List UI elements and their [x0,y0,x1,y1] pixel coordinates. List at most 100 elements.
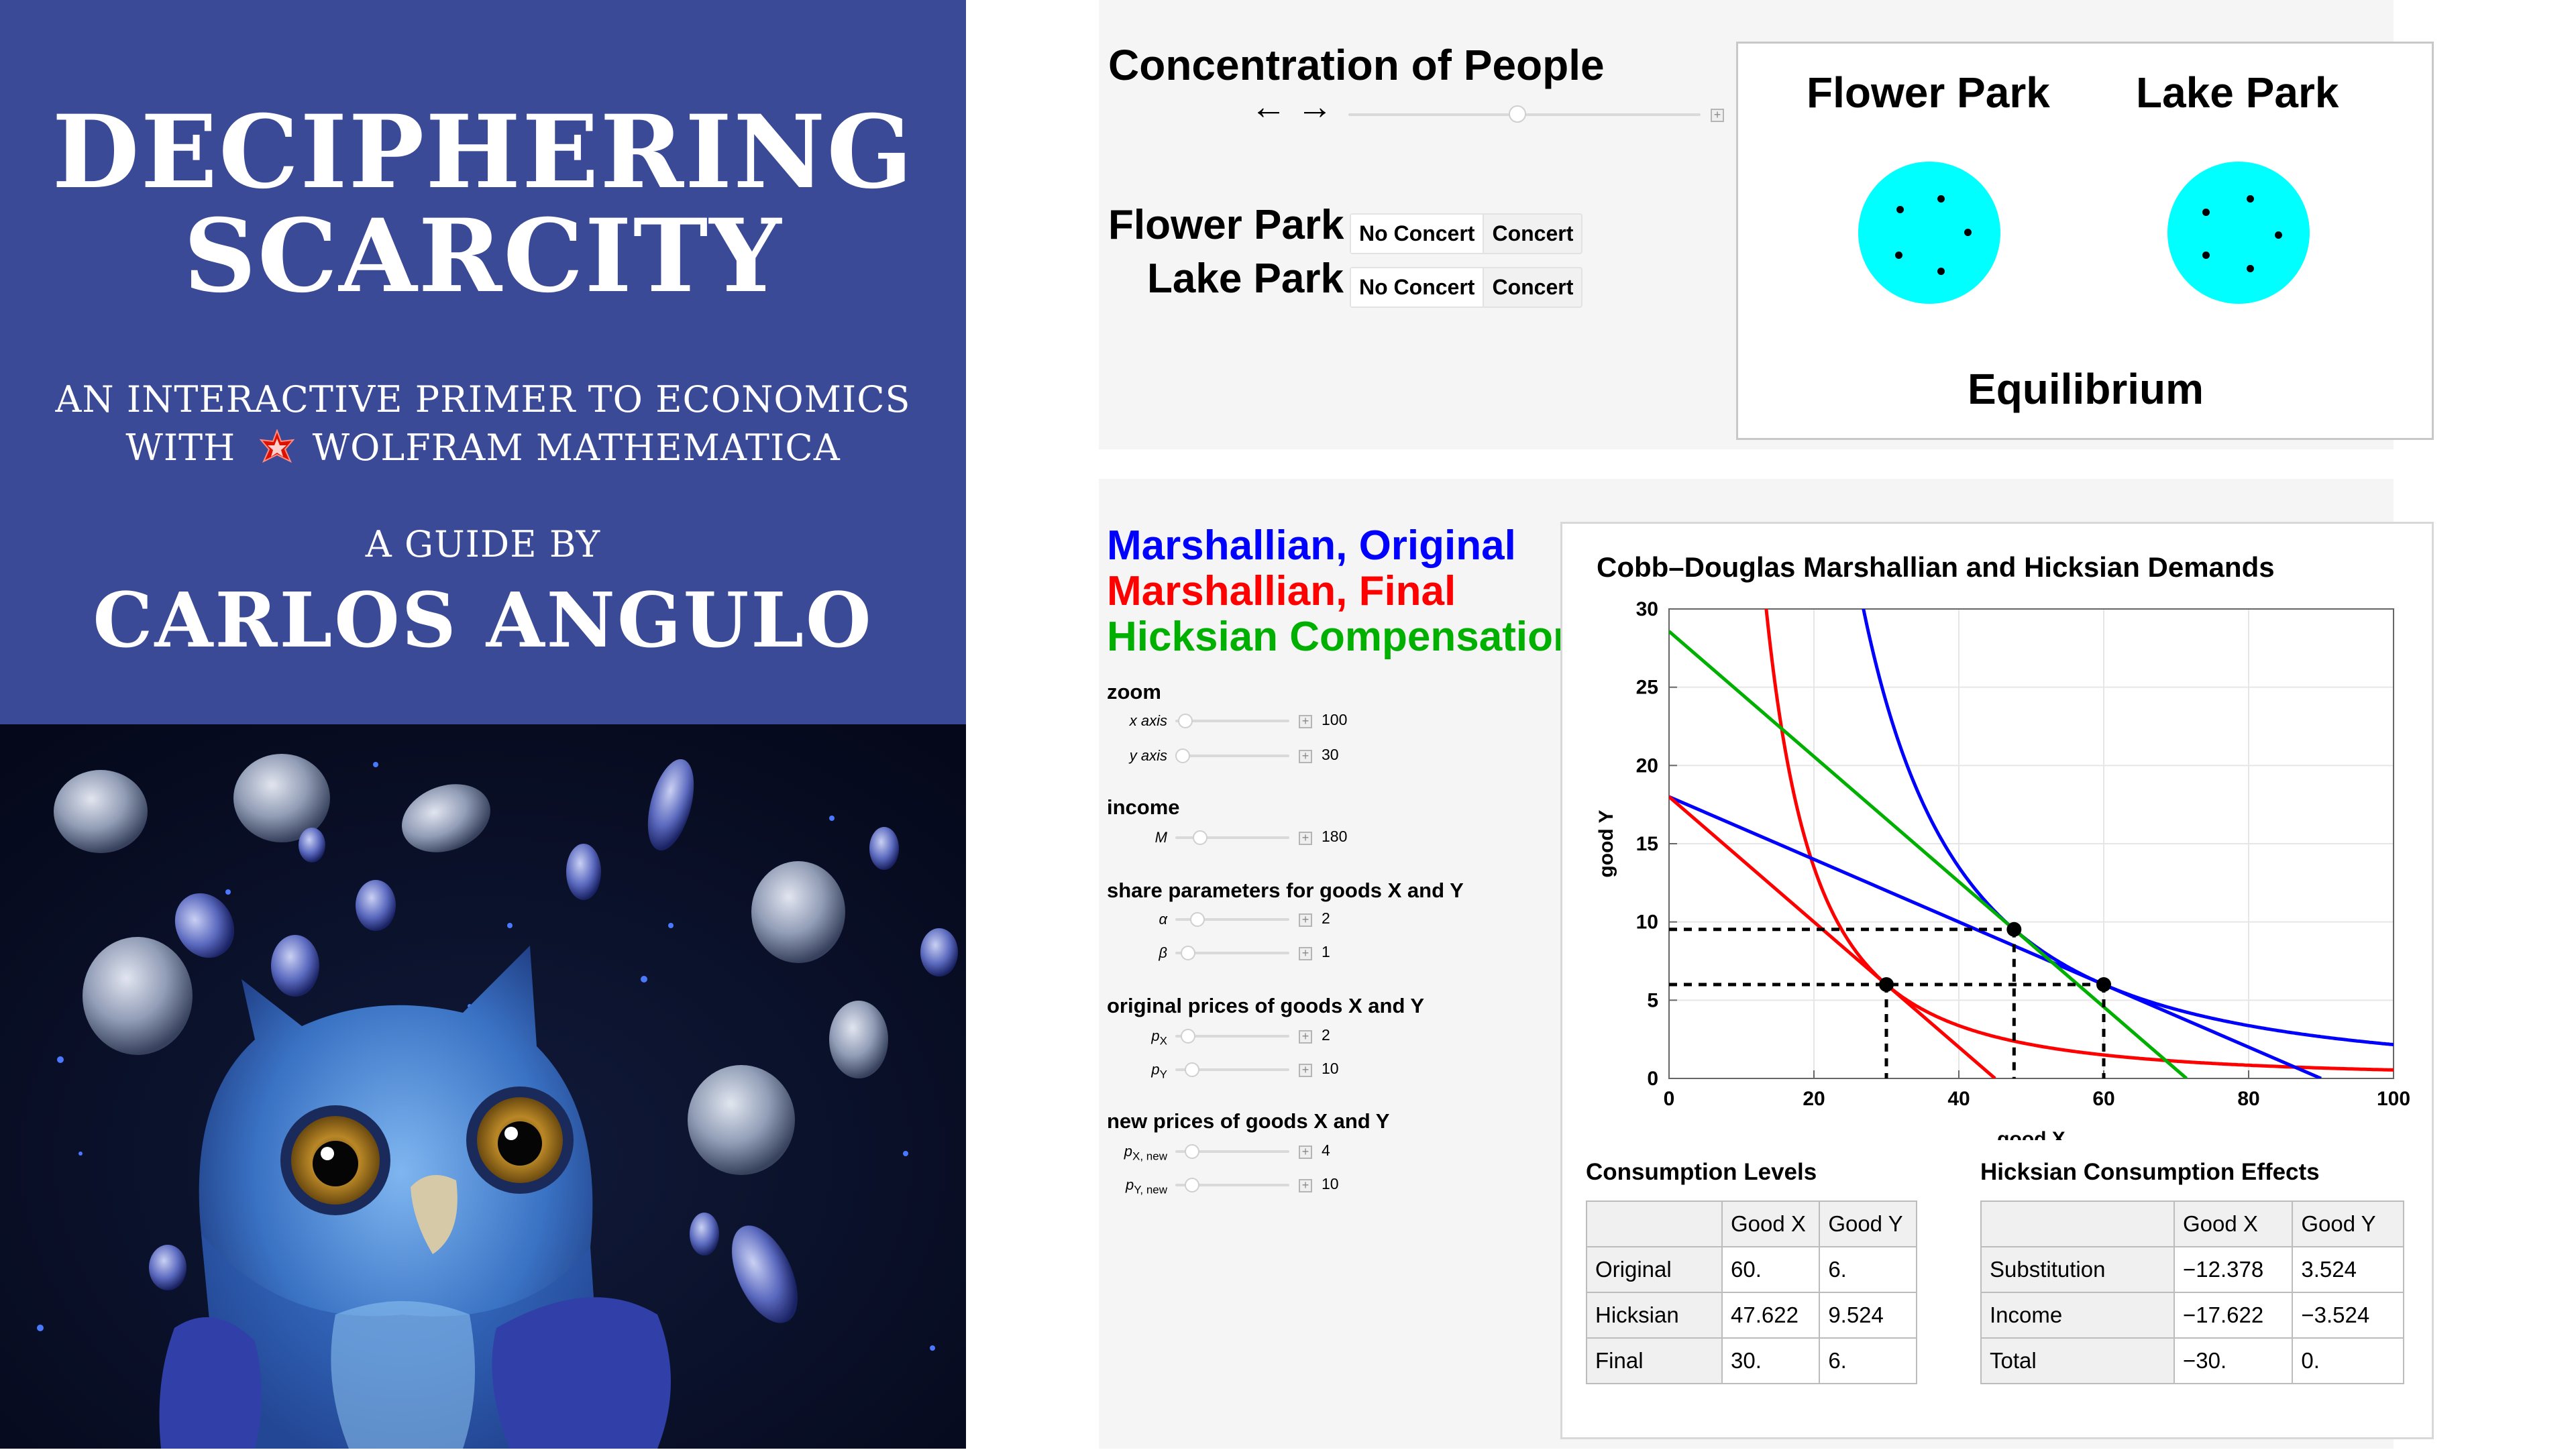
flower-park-circle [1858,162,2000,304]
alpha-slider-track [1175,918,1289,921]
x-axis-slider[interactable] [1175,714,1289,728]
flower-park-row-label: Flower Park [1108,202,1344,248]
consumption-point [2006,922,2022,937]
table-cell: −30. [2173,1337,2294,1384]
py-value: 10 [1322,1060,1339,1077]
income-slider-knob[interactable] [1193,830,1208,845]
income-heading: income [1107,795,1180,819]
row-label: Final [1586,1337,1723,1384]
px-new-slider[interactable] [1175,1144,1289,1159]
y-axis-value: 30 [1322,746,1339,763]
py-new-expand-icon[interactable]: + [1299,1179,1312,1192]
table-header-cell: Good Y [1819,1200,1917,1247]
table-row: Total −30. 0. [1980,1337,2404,1384]
concentration-slider-knob[interactable] [1509,105,1526,123]
flower-park-concert-toggle[interactable]: No Concert Concert [1350,213,1583,254]
x-axis-expand-icon[interactable]: + [1299,715,1312,728]
beta-expand-icon[interactable]: + [1299,947,1312,960]
park-1-name: Flower Park [1807,68,2050,117]
table-cell: −3.524 [2292,1292,2404,1339]
x-axis-value: 100 [1322,711,1348,728]
lake-park-concert-toggle[interactable]: No Concert Concert [1350,267,1583,308]
orig-prices-heading: original prices of goods X and Y [1107,994,1425,1017]
table-cell [1586,1200,1723,1247]
table-cell: 9.524 [1819,1292,1917,1339]
person-dot [1937,268,1945,275]
lake-park-no-concert-option[interactable]: No Concert [1351,268,1485,306]
table-row: Substitution −12.378 3.524 [1980,1246,2404,1293]
x-tick-label: 40 [1947,1088,1970,1110]
table-row: Income −17.622 −3.524 [1980,1292,2404,1339]
px-slider-knob[interactable] [1181,1029,1195,1044]
consumption-table: Good X Good Y Original 60. 6. Hicksian 4… [1586,1200,1917,1384]
zoom-heading: zoom [1107,680,1161,704]
guide-by: A GUIDE BY [365,523,601,565]
x-tick-label: 20 [1803,1088,1825,1110]
subtitle-line-2: WITH WOLFRAM MATHEMATICA [0,424,966,476]
x-tick-label: 0 [1664,1088,1675,1110]
table-cell: 6. [1819,1337,1917,1384]
demand-chart: Cobb–Douglas Marshallian and Hicksian De… [1595,551,2410,1140]
table-cell: −17.622 [2173,1292,2294,1339]
owl [159,946,671,1449]
table-header-cell: Good Y [2292,1200,2404,1247]
table-cell: −12.378 [2173,1246,2294,1293]
py-slider[interactable] [1175,1062,1289,1077]
y-axis-label: y axis [1129,747,1167,764]
income-expand-icon[interactable]: + [1299,832,1312,845]
table-cell: 6. [1819,1246,1917,1293]
flower-park-concert-option[interactable]: Concert [1492,221,1574,245]
px-expand-icon[interactable]: + [1299,1030,1312,1044]
y-axis-expand-icon[interactable]: + [1299,750,1312,763]
py-slider-knob[interactable] [1185,1062,1199,1077]
concentration-slider[interactable] [1348,104,1701,124]
beta-slider[interactable] [1175,946,1289,960]
parks-view: Flower Park Lake Park Equilibrium [1736,42,2434,440]
effects-table-title: Hicksian Consumption Effects [1980,1159,2320,1185]
income-value: 180 [1322,828,1348,845]
table-cell: 47.622 [1721,1292,1821,1339]
y-tick-label: 5 [1647,989,1658,1011]
table-cell: 0. [2292,1337,2404,1384]
row-label: Total [1980,1337,2175,1384]
flower-park-no-concert-option[interactable]: No Concert [1351,215,1485,253]
alpha-slider[interactable] [1175,912,1289,927]
x-axis-slider-knob[interactable] [1178,714,1193,728]
budget-line [1669,630,2188,1078]
py-expand-icon[interactable]: + [1299,1064,1312,1077]
px-new-slider-knob[interactable] [1185,1144,1199,1159]
y-tick-label: 0 [1647,1068,1658,1090]
income-slider-track [1175,836,1289,839]
indifference-curve [1862,609,2394,1047]
px-slider[interactable] [1175,1029,1289,1044]
y-axis-label: good Y [1595,809,1617,877]
alpha-expand-icon[interactable]: + [1299,913,1312,927]
owl-illustration [0,724,966,1449]
x-tick-label: 60 [2092,1088,2114,1110]
y-axis-slider-knob[interactable] [1175,748,1190,763]
consumption-point [2096,977,2111,992]
lake-park-concert-option[interactable]: Concert [1492,275,1574,299]
concentration-expand-icon[interactable]: + [1711,109,1724,122]
py-new-label: pY, new [1125,1176,1167,1196]
y-axis-slider[interactable] [1175,748,1289,763]
new-prices-heading: new prices of goods X and Y [1107,1109,1390,1133]
lake-park-circle [2167,162,2310,304]
alpha-slider-knob[interactable] [1190,912,1205,927]
subtitle-with: WITH [125,427,236,469]
alpha-label: α [1159,911,1167,928]
px-new-expand-icon[interactable]: + [1299,1146,1312,1159]
legend-final: Marshallian, Final [1107,568,1456,614]
y-axis-slider-track [1175,755,1289,757]
x-axis-slider-track [1175,720,1289,722]
py-slider-track [1175,1068,1289,1071]
py-new-slider-track [1175,1184,1289,1186]
py-new-slider[interactable] [1175,1178,1289,1192]
cover-banner: DECIPHERING SCARCITY AN INTERACTIVE PRIM… [0,0,966,724]
y-tick-label: 25 [1636,677,1658,699]
beta-slider-knob[interactable] [1181,946,1195,960]
py-new-slider-knob[interactable] [1185,1178,1199,1192]
subtitle-wolfram: WOLFRAM MATHEMATICA [312,427,841,469]
income-slider[interactable] [1175,830,1289,845]
person-dot [1964,229,1972,236]
